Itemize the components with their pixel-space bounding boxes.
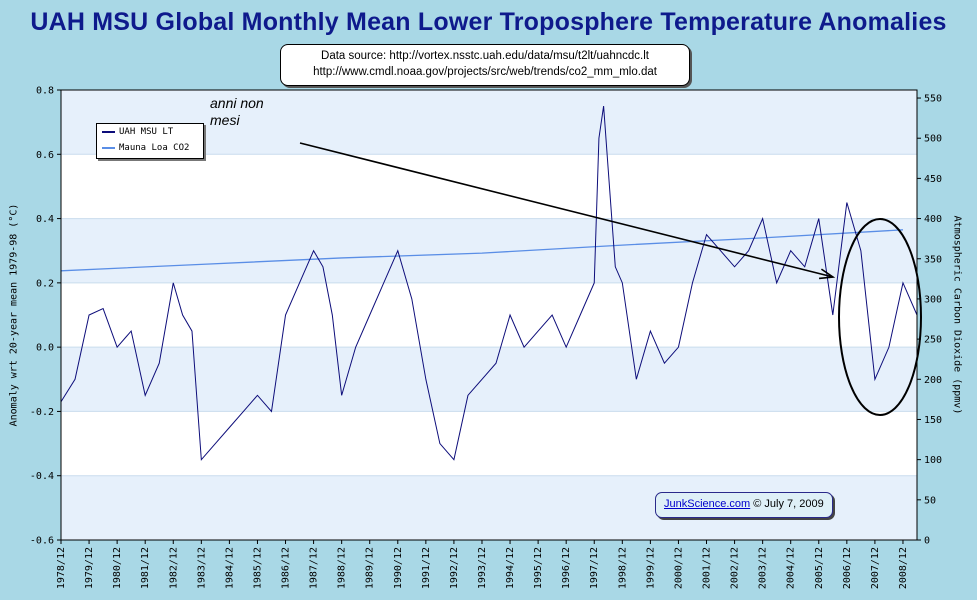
x-tick-label: 2003/12 bbox=[758, 547, 769, 589]
series-line-co2 bbox=[60, 229, 904, 272]
x-tick-label: 1995/12 bbox=[533, 547, 544, 589]
x-tick-label: 2001/12 bbox=[702, 547, 713, 589]
x-tick-label: 1983/12 bbox=[196, 547, 207, 589]
x-tick-label: 1984/12 bbox=[224, 547, 235, 589]
credit-text: © July 7, 2009 bbox=[750, 498, 824, 510]
legend-label-co2: Mauna Loa CO2 bbox=[119, 143, 190, 153]
x-tick-label: 2004/12 bbox=[786, 547, 797, 589]
y-tick-label: -0.2 bbox=[30, 407, 54, 418]
y-tick-label: -0.6 bbox=[30, 536, 54, 547]
chart-title: UAH MSU Global Monthly Mean Lower Tropos… bbox=[30, 8, 947, 36]
data-source-line-2: http://www.cmdl.noaa.gov/projects/src/we… bbox=[313, 66, 657, 78]
y2-tick-label: 200 bbox=[924, 375, 942, 386]
y-tick-label: 0.6 bbox=[36, 150, 54, 161]
legend-swatch-co2 bbox=[102, 147, 115, 149]
x-tick-label: 1993/12 bbox=[477, 547, 488, 589]
y-tick-label: 0.2 bbox=[36, 278, 54, 289]
x-tick-label: 2005/12 bbox=[814, 547, 825, 589]
x-tick-label: 1996/12 bbox=[561, 547, 572, 589]
y2-tick-label: 300 bbox=[924, 294, 942, 305]
y-tick-label: 0.0 bbox=[36, 343, 54, 354]
legend-label-uah: UAH MSU LT bbox=[119, 127, 174, 137]
x-tick-label: 1989/12 bbox=[365, 547, 376, 589]
x-tick-label: 1985/12 bbox=[252, 547, 263, 589]
credit-badge: JunkScience.com © July 7, 2009 bbox=[655, 492, 833, 518]
y-axis-label-right: Atmospheric Carbon Dioxide (ppmv) bbox=[951, 215, 963, 415]
x-tick-label: 1994/12 bbox=[505, 547, 516, 589]
annotation-text: anni non mesi bbox=[210, 95, 264, 129]
y2-tick-label: 350 bbox=[924, 254, 942, 265]
x-tick-label: 1999/12 bbox=[645, 547, 656, 589]
y-tick-label: -0.4 bbox=[30, 471, 54, 482]
x-tick-label: 1981/12 bbox=[140, 547, 151, 589]
annotation-arrow-head bbox=[818, 268, 836, 280]
x-tick-label: 2007/12 bbox=[870, 547, 881, 589]
x-tick-label: 1992/12 bbox=[449, 547, 460, 589]
x-tick-label: 1979/12 bbox=[84, 547, 95, 589]
plot-border bbox=[60, 89, 918, 541]
y-tick-label: 0.4 bbox=[36, 214, 54, 225]
legend-swatch-uah bbox=[102, 131, 115, 133]
x-tick-label: 2000/12 bbox=[673, 547, 684, 589]
y2-tick-label: 400 bbox=[924, 214, 942, 225]
x-tick-label: 1991/12 bbox=[421, 547, 432, 589]
y2-tick-label: 100 bbox=[924, 455, 942, 466]
x-tick-label: 1998/12 bbox=[617, 547, 628, 589]
y2-tick-label: 450 bbox=[924, 174, 942, 185]
annotation-line-1: anni non bbox=[210, 95, 264, 111]
x-tick-label: 1987/12 bbox=[309, 547, 320, 589]
data-source-box: Data source: http://vortex.nsstc.uah.edu… bbox=[280, 44, 690, 86]
legend-item-uah: UAH MSU LT bbox=[97, 124, 203, 140]
y2-tick-label: 50 bbox=[924, 495, 936, 506]
x-tick-label: 2008/12 bbox=[898, 547, 909, 589]
x-tick-label: 2002/12 bbox=[730, 547, 741, 589]
y-tick-label: 0.8 bbox=[36, 86, 54, 97]
x-tick-label: 1990/12 bbox=[393, 547, 404, 589]
annotation-ellipse bbox=[838, 218, 922, 416]
y-axis-label-left: Anomaly wrt 20-year mean 1979-98 (°C) bbox=[8, 203, 20, 427]
y2-tick-label: 250 bbox=[924, 335, 942, 346]
legend: UAH MSU LT Mauna Loa CO2 bbox=[96, 123, 204, 159]
x-tick-label: 2006/12 bbox=[842, 547, 853, 589]
x-tick-label: 1982/12 bbox=[168, 547, 179, 589]
x-tick-label: 1986/12 bbox=[281, 547, 292, 589]
x-tick-label: 1978/12 bbox=[56, 547, 67, 589]
credit-link[interactable]: JunkScience.com bbox=[664, 498, 751, 510]
x-tick-label: 1997/12 bbox=[589, 547, 600, 589]
y2-tick-label: 550 bbox=[924, 94, 942, 105]
annotation-arrow-line bbox=[299, 142, 834, 278]
x-tick-label: 1980/12 bbox=[112, 547, 123, 589]
data-source-line-1: Data source: http://vortex.nsstc.uah.edu… bbox=[321, 50, 649, 62]
grid-band bbox=[61, 347, 917, 412]
grid-band bbox=[61, 218, 917, 283]
y2-tick-label: 150 bbox=[924, 415, 942, 426]
y2-tick-label: 500 bbox=[924, 134, 942, 145]
series-line-uah bbox=[60, 105, 918, 461]
annotation-line-2: mesi bbox=[210, 112, 240, 128]
legend-item-co2: Mauna Loa CO2 bbox=[97, 140, 203, 156]
x-tick-label: 1988/12 bbox=[337, 547, 348, 589]
y2-tick-label: 0 bbox=[924, 536, 930, 547]
plot-area bbox=[61, 90, 917, 540]
